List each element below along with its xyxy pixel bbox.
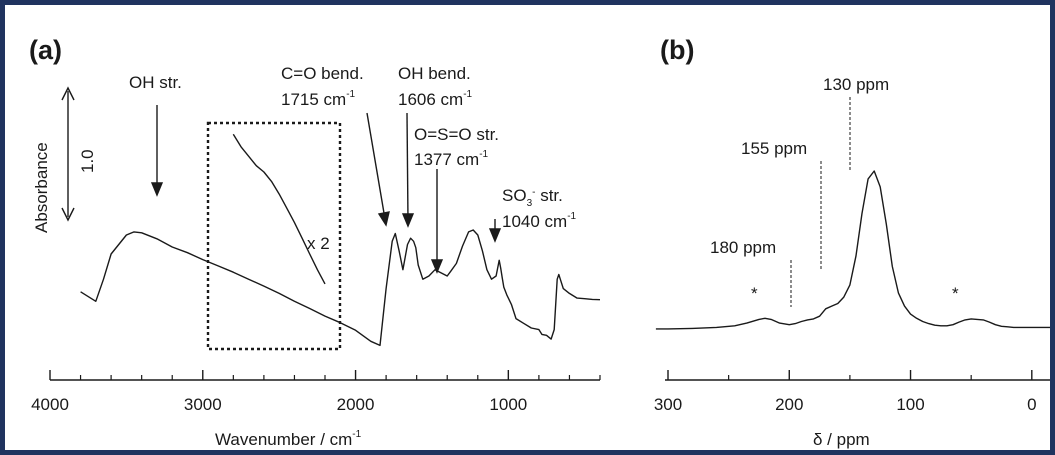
nmr-tick-label: 300 <box>654 395 682 414</box>
nmr-series-line-0 <box>655 170 1050 330</box>
panel-a-letter: (a) <box>29 35 62 65</box>
nmr-tick-label: 100 <box>896 395 924 414</box>
co-bend-value: 1715 cm-1 <box>281 89 356 109</box>
x-axis-ticks-b: 300 200 100 0 <box>654 370 1037 414</box>
sideband-marker-right: * <box>952 284 959 303</box>
oh-bend-value: 1606 cm-1 <box>398 89 473 109</box>
oso-str-label: O=S=O str. <box>414 125 499 144</box>
inset-box <box>206 121 342 351</box>
x-axis-label: Wavenumber / cm-1 <box>215 429 362 449</box>
nmr-tick-label: 200 <box>775 395 803 414</box>
ftir-series-line-1 <box>232 133 326 285</box>
figure-canvas: (a) Absorbance 1.0 x 2 OH str. C=O bend.… <box>29 35 1050 449</box>
sideband-marker-left: * <box>751 284 758 303</box>
annotation-arrows <box>150 105 502 274</box>
ftir-tick-label: 4000 <box>31 395 69 414</box>
nmr-plot <box>655 170 1050 330</box>
inset-label: x 2 <box>307 234 330 253</box>
panel-b-letter: (b) <box>660 35 694 65</box>
oso-str-value: 1377 cm-1 <box>414 149 489 169</box>
ftir-tick-label: 3000 <box>184 395 222 414</box>
so3-str-label: SO3- str. <box>502 186 563 209</box>
ftir-tick-label: 1000 <box>489 395 527 414</box>
absorbance-scale-bar <box>61 86 75 222</box>
oh-str-label: OH str. <box>129 73 182 92</box>
peak-155-label: 155 ppm <box>741 139 807 158</box>
peak-guides <box>790 97 851 307</box>
nmr-tick-label: 0 <box>1027 395 1036 414</box>
so3-str-value: 1040 cm-1 <box>502 211 577 231</box>
co-bend-label: C=O bend. <box>281 64 364 83</box>
y-axis-label: Absorbance <box>32 142 51 233</box>
x-axis-label-b: δ / ppm <box>813 430 870 449</box>
peak-130-label: 130 ppm <box>823 75 889 94</box>
ftir-tick-label: 2000 <box>337 395 375 414</box>
peak-180-label: 180 ppm <box>710 238 776 257</box>
scale-bar-label: 1.0 <box>78 149 97 173</box>
oh-bend-label: OH bend. <box>398 64 471 83</box>
x-axis-ticks: 4000 3000 2000 1000 <box>31 370 601 414</box>
